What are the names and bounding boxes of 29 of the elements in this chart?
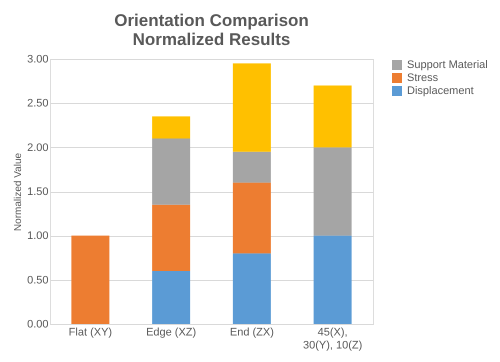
y-tick-label: 1.00 [27, 230, 48, 242]
x-tick-label: Edge (XZ) [146, 326, 196, 338]
bar [314, 86, 352, 148]
legend-label: Stress [407, 72, 439, 84]
bar [152, 138, 190, 205]
legend-label: Support Material [407, 59, 488, 71]
y-tick-label: 2.00 [27, 142, 48, 154]
bar [152, 204, 190, 271]
y-tick-label: 1.50 [27, 186, 48, 198]
x-tick-label: End (ZX) [230, 326, 274, 338]
bar [232, 182, 271, 254]
x-tick-label: 45(X), 30(Y), 10(Z) [302, 326, 362, 352]
x-tick-label: Flat (XY) [68, 326, 112, 338]
bar [152, 271, 190, 324]
bar [232, 63, 271, 152]
bar [152, 116, 190, 138]
legend-label: Displacement [407, 85, 474, 97]
text: Orientation Comparison [114, 11, 309, 30]
bar [314, 147, 352, 236]
y-tick-label: 0.50 [27, 274, 48, 286]
y-tick-label: 0.00 [27, 318, 48, 330]
y-axis-title: Normalized Value [13, 152, 24, 232]
y-tick-label: 2.50 [27, 98, 48, 110]
bar [71, 236, 110, 324]
text: Normalized Results [132, 30, 290, 49]
bar [232, 253, 271, 324]
bar [232, 152, 271, 183]
y-tick-label: 3.00 [27, 54, 48, 66]
bar [314, 236, 352, 324]
